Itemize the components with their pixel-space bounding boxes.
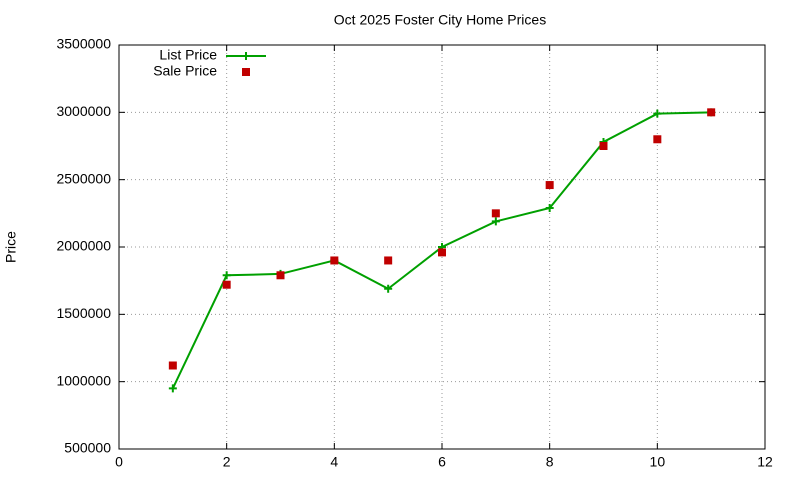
x-tick-label: 4 [330, 454, 338, 470]
point [707, 108, 716, 117]
point [653, 135, 662, 144]
point [438, 248, 446, 257]
point [330, 256, 339, 265]
point [222, 280, 231, 289]
point [491, 209, 500, 218]
legend-label: List Price [159, 47, 217, 63]
point [491, 217, 500, 226]
y-tick-label: 3000000 [56, 103, 111, 119]
legend-label: Sale Price [153, 63, 217, 79]
legend-marker [242, 68, 250, 76]
x-tick-label: 6 [438, 454, 446, 470]
point [384, 256, 393, 265]
point [599, 142, 608, 150]
y-tick-label: 2500000 [56, 170, 111, 186]
legend-marker [242, 52, 250, 60]
point [384, 284, 393, 293]
point [222, 271, 231, 280]
y-tick-label: 500000 [64, 440, 111, 456]
point [545, 181, 554, 190]
y-tick-label: 2000000 [56, 238, 111, 254]
x-tick-label: 10 [650, 454, 666, 470]
point [653, 109, 662, 118]
x-tick-label: 8 [546, 454, 554, 470]
y-tick-label: 1000000 [56, 372, 111, 388]
y-tick-label: 3500000 [56, 36, 111, 52]
y-tick-label: 1500000 [56, 305, 111, 321]
x-tick-label: 12 [757, 454, 773, 470]
plot-frame [118, 44, 766, 450]
y-axis-label: Price [3, 231, 19, 263]
point [168, 361, 177, 370]
point [168, 384, 177, 393]
chart-title: Oct 2025 Foster City Home Prices [334, 12, 546, 28]
x-tick-label: 2 [223, 454, 231, 470]
point [276, 271, 285, 280]
point [545, 203, 554, 212]
x-tick-label: 0 [115, 454, 123, 470]
